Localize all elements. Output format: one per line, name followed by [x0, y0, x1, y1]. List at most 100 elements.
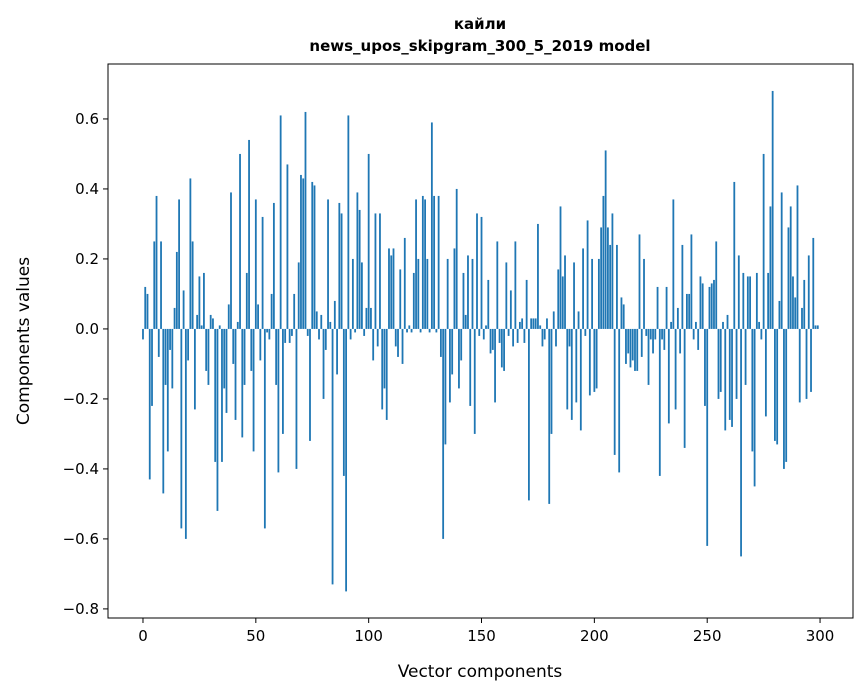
bar-123: [419, 328, 422, 333]
bar-129: [433, 195, 436, 329]
bar-225: [649, 328, 652, 340]
bar-97: [360, 262, 363, 329]
bar-164: [512, 328, 515, 347]
bar-131: [437, 195, 440, 329]
bar-78: [318, 328, 320, 340]
bar-90: [345, 328, 348, 592]
bar-39: [230, 192, 232, 329]
bar-5: [153, 241, 156, 329]
bar-29: [207, 328, 210, 385]
bar-15: [175, 251, 178, 329]
bar-241: [685, 293, 688, 329]
bar-86: [336, 328, 338, 375]
x-axis-ticks: 0 50 100 150 200 250 300: [138, 618, 834, 645]
bar-288: [792, 276, 794, 329]
bar-212: [620, 297, 623, 329]
bar-286: [787, 227, 790, 329]
bar-89: [342, 328, 345, 476]
bar-290: [796, 185, 799, 329]
bar-187: [564, 255, 566, 329]
bar-211: [618, 328, 621, 473]
bar-136: [449, 328, 451, 403]
bar-81: [324, 328, 327, 350]
bar-7: [157, 328, 160, 357]
bar-221: [640, 328, 643, 357]
bar-130: [435, 328, 438, 333]
bar-159: [500, 328, 503, 368]
bar-245: [695, 321, 697, 329]
bar-104: [376, 328, 379, 347]
bar-229: [658, 328, 661, 476]
bar-214: [625, 328, 627, 364]
bar-24: [196, 314, 199, 329]
bar-54: [263, 328, 266, 529]
bar-235: [672, 199, 675, 329]
bar-112: [394, 328, 397, 347]
bar-115: [401, 328, 404, 364]
bar-199: [591, 258, 594, 329]
bar-122: [417, 258, 420, 329]
bar-57: [270, 293, 273, 329]
bar-23: [193, 328, 196, 410]
x-tick-label: 150: [467, 627, 496, 645]
bar-270: [751, 328, 754, 452]
bar-109: [388, 248, 390, 329]
y-tick-label: −0.8: [63, 600, 99, 618]
bar-38: [227, 304, 230, 329]
bar-124: [421, 195, 424, 329]
bar-140: [458, 328, 460, 389]
bar-42: [236, 321, 239, 329]
bar-265: [740, 328, 742, 557]
bar-43: [239, 153, 241, 329]
bar-59: [275, 328, 278, 385]
bar-34: [218, 325, 221, 329]
bar-64: [286, 164, 289, 329]
bar-1: [144, 286, 147, 329]
bar-203: [600, 227, 603, 329]
bar-233: [667, 328, 670, 424]
x-tick-label: 50: [246, 627, 265, 645]
bar-181: [550, 328, 553, 434]
bar-121: [415, 199, 417, 329]
bar-66: [291, 328, 293, 336]
bar-230: [661, 328, 663, 340]
bar-280: [774, 328, 776, 441]
bar-255: [717, 328, 720, 399]
bar-14: [173, 307, 176, 329]
bar-125: [424, 199, 426, 329]
bar-9: [162, 328, 165, 494]
bar-50: [254, 199, 257, 329]
bar-272: [755, 272, 758, 329]
bar-186: [561, 276, 564, 329]
bar-208: [611, 213, 614, 329]
bar-223: [645, 328, 648, 336]
bar-36: [223, 328, 226, 389]
bar-40: [232, 328, 235, 364]
bar-106: [381, 328, 384, 410]
bar-205: [604, 150, 607, 329]
y-tick-label: −0.4: [63, 460, 99, 478]
bar-252: [710, 283, 713, 329]
bar-20: [187, 328, 190, 361]
bar-134: [444, 328, 447, 445]
chart-subtitle: news_upos_skipgram_300_5_2019 model: [309, 37, 650, 55]
bar-217: [631, 328, 634, 361]
bar-273: [758, 321, 761, 329]
bar-74: [309, 328, 311, 441]
bar-185: [559, 206, 562, 329]
bar-285: [785, 328, 788, 462]
bar-132: [439, 328, 442, 357]
bar-264: [737, 255, 740, 329]
bar-10: [164, 328, 167, 385]
bar-116: [403, 237, 406, 329]
bar-144: [467, 255, 469, 329]
bar-37: [225, 328, 228, 413]
bar-12: [169, 328, 171, 350]
bar-210: [616, 244, 618, 329]
bar-198: [588, 328, 591, 396]
bar-177: [541, 328, 544, 347]
bar-291: [798, 328, 801, 403]
bar-284: [783, 328, 785, 469]
bar-128: [430, 122, 433, 329]
